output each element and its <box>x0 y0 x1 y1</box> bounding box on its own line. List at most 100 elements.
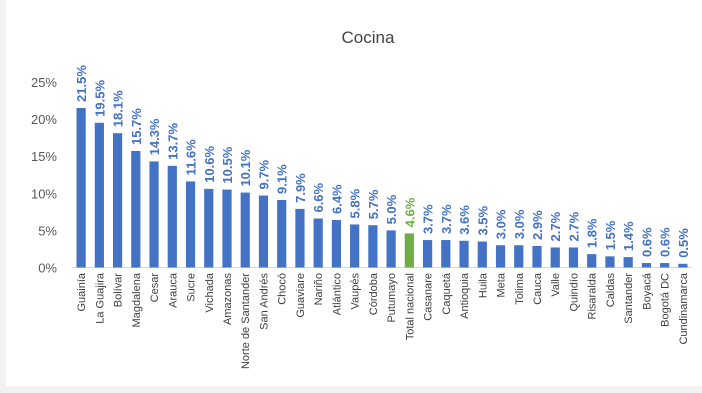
y-axis: 0% 5% 10% 15% 20% 25% <box>31 75 57 276</box>
bar <box>240 192 250 268</box>
x-tick-label: Antioquia <box>459 272 471 319</box>
bar <box>623 257 633 268</box>
bar <box>222 189 232 268</box>
y-tick-label: 25% <box>31 75 57 90</box>
bar <box>587 254 597 268</box>
bar <box>185 181 196 268</box>
data-label: 10.5% <box>220 146 235 183</box>
bar <box>204 188 214 268</box>
data-label: 5.8% <box>348 188 363 218</box>
data-label: 5.7% <box>366 189 381 219</box>
x-tick-label: Córdoba <box>368 272 380 315</box>
x-tick-label: Quindío <box>568 273 580 312</box>
bar <box>404 233 414 268</box>
x-tick-label: Valle <box>550 273 562 297</box>
data-label: 0.5% <box>676 228 691 258</box>
x-tick-label: Vaupés <box>350 273 362 310</box>
data-label: 5.0% <box>384 194 399 224</box>
x-tick-label: Meta <box>496 272 508 297</box>
x-axis: Guainía La Guajira Bolívar Magdalena Cesar Ar… <box>76 272 690 369</box>
data-label: 2.7% <box>566 211 581 241</box>
y-tick-label: 20% <box>31 112 57 127</box>
x-tick-label: La Guajira <box>94 272 106 324</box>
x-tick-label: Casanare <box>423 273 435 321</box>
bar <box>568 247 579 268</box>
x-tick-label: Guaviare <box>295 273 307 318</box>
data-label: 1.5% <box>603 220 618 250</box>
bar <box>441 240 451 268</box>
data-label: 10.6% <box>202 146 217 183</box>
bar <box>149 161 159 268</box>
bar <box>532 245 542 268</box>
y-tick-label: 5% <box>38 223 57 238</box>
data-label: 18.1% <box>111 90 126 127</box>
bar <box>295 208 305 268</box>
bar <box>477 241 487 268</box>
data-label: 15.7% <box>129 108 144 145</box>
x-tick-label: Nariño <box>313 273 325 305</box>
x-tick-label: Santander <box>623 273 635 324</box>
x-tick-label: Cauca <box>532 272 544 305</box>
data-label: 6.6% <box>311 182 326 212</box>
data-label: 11.6% <box>184 139 199 176</box>
bar <box>76 107 86 268</box>
data-label: 9.1% <box>275 164 290 194</box>
x-tick-label: Chocó <box>277 273 289 305</box>
bar <box>605 256 615 268</box>
x-tick-label: Tolima <box>514 272 526 305</box>
left-edge <box>0 0 6 393</box>
data-label: 2.7% <box>548 211 563 241</box>
x-tick-label: Sucre <box>186 273 198 302</box>
x-tick-label: Caquetá <box>441 272 453 314</box>
bar <box>313 218 323 268</box>
x-tick-label: Cesar <box>149 273 161 303</box>
bar <box>459 240 469 268</box>
x-tick-label: Amazonas <box>222 273 234 325</box>
bar <box>660 263 670 268</box>
x-tick-label: Cundinamarca <box>678 272 690 344</box>
x-tick-label: Norte de Santander <box>240 273 252 369</box>
bar <box>514 245 524 268</box>
data-label: 13.7% <box>165 123 180 160</box>
x-tick-label: Atlántico <box>331 273 343 315</box>
data-label: 3.6% <box>457 205 472 235</box>
x-tick-label: San Andrés <box>258 273 270 330</box>
bar <box>678 263 688 268</box>
bar-series <box>76 107 688 268</box>
x-tick-label: Putumayo <box>386 273 398 323</box>
bar <box>167 165 177 268</box>
x-tick-label: Guainía <box>76 272 88 311</box>
bar <box>550 247 560 268</box>
x-tick-label: Vichada <box>204 272 216 312</box>
chart-title: Cocina <box>342 28 395 47</box>
bar <box>495 245 506 268</box>
bar <box>258 195 269 268</box>
x-tick-label: Magdalena <box>131 272 143 327</box>
data-label: 3.0% <box>512 209 527 239</box>
data-label: 4.6% <box>402 197 417 227</box>
bar <box>112 133 123 268</box>
data-labels: 21.5% 19.5% 18.1% 15.7% 14.3% 13.7% 11.6% 10.6%… <box>74 65 691 258</box>
x-tick-label: Huila <box>477 272 489 298</box>
bar <box>422 240 433 268</box>
data-label: 21.5% <box>74 65 89 102</box>
x-tick-label: Bolívar <box>113 273 125 308</box>
data-label: 6.4% <box>329 184 344 214</box>
data-label: 14.3% <box>147 118 162 155</box>
y-tick-label: 10% <box>31 186 57 201</box>
x-tick-label: Arauca <box>167 272 179 308</box>
x-tick-label: Boyacá <box>641 272 653 310</box>
bar <box>368 225 378 268</box>
data-label: 7.9% <box>293 173 308 203</box>
data-label: 10.1% <box>238 149 253 186</box>
data-label: 0.6% <box>658 227 673 257</box>
data-label: 0.6% <box>639 227 654 257</box>
y-tick-label: 15% <box>31 149 57 164</box>
x-tick-label: Caldas <box>605 273 617 308</box>
bar <box>331 220 342 268</box>
bar <box>277 199 287 268</box>
bottom-edge <box>0 386 702 393</box>
bar <box>641 263 652 268</box>
data-label: 3.5% <box>475 205 490 235</box>
